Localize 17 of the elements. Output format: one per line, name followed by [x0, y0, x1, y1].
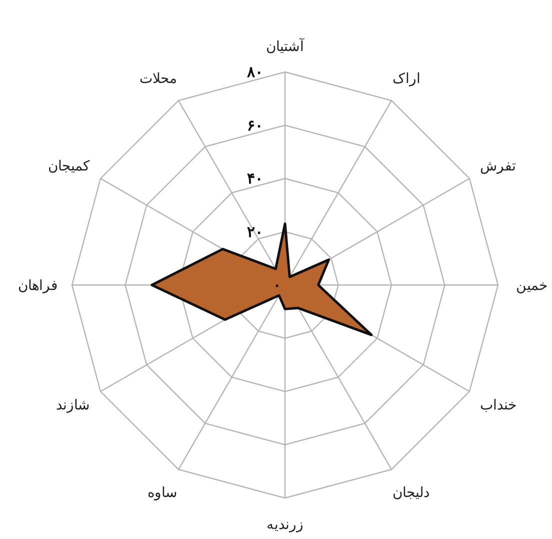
spoke-label: آشتیان — [266, 37, 305, 55]
spoke-label: دلیجان — [392, 484, 430, 501]
spoke-label: فراهان — [18, 278, 58, 294]
y-tick-label: ۸۰ — [246, 63, 263, 81]
spoke-label: ساوه — [148, 484, 178, 501]
spoke-label: زرندیه — [266, 517, 304, 533]
y-tick-label: ۶۰ — [247, 116, 263, 134]
spoke-label: محلات — [140, 71, 178, 88]
spoke-label: خمین — [516, 278, 548, 294]
spoke-label: کمیجان — [48, 158, 90, 174]
y-tick-label: ۴۰ — [247, 170, 263, 188]
spoke-label: تفرش — [480, 158, 516, 174]
spoke-label: شازند — [56, 398, 90, 414]
y-tick-label: ۲۰ — [247, 222, 263, 241]
y-tick-label: ۰ — [273, 276, 281, 294]
spoke-label: خنداب — [480, 398, 517, 414]
spoke-label: اراک — [392, 71, 420, 88]
